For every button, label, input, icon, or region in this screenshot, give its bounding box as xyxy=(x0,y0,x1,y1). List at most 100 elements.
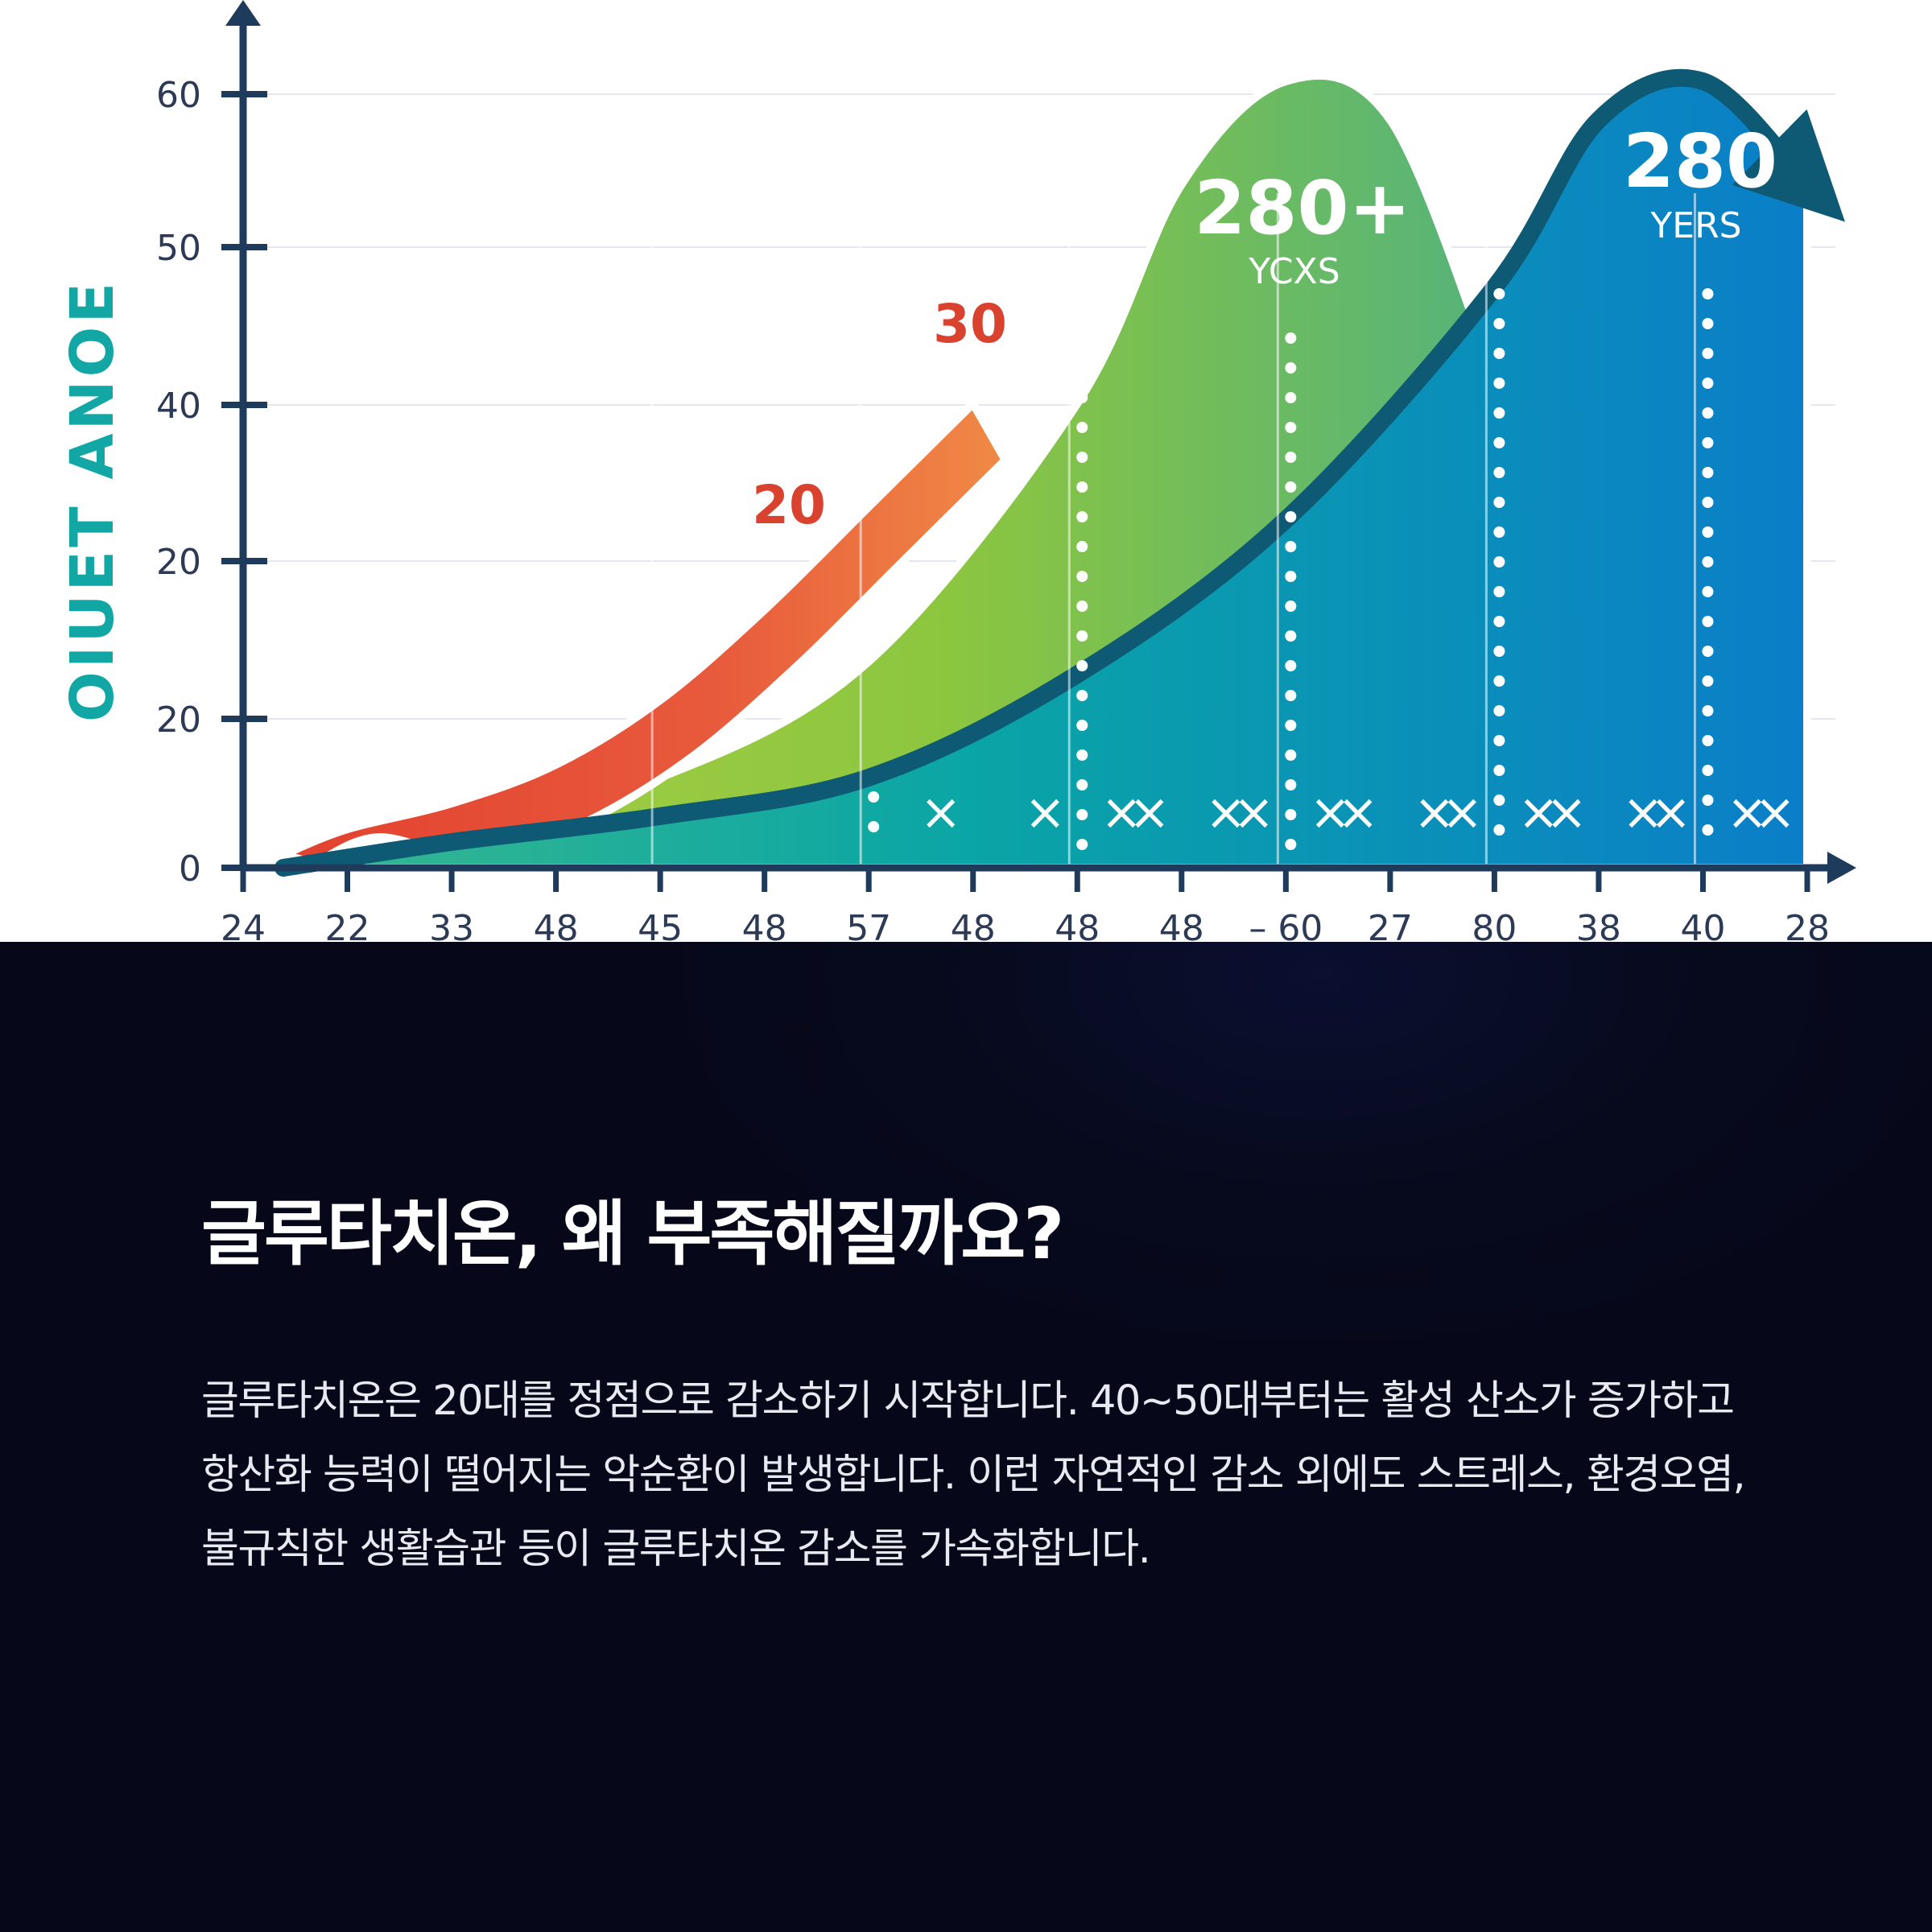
x-tick-label: 33 xyxy=(429,908,474,942)
dot-marker xyxy=(1285,630,1297,642)
x-marker: × xyxy=(1546,782,1587,841)
x-tick-label: 57 xyxy=(846,908,891,942)
dot-marker xyxy=(1076,332,1088,344)
y-tick-label: 60 xyxy=(156,75,201,116)
dot-marker xyxy=(1702,795,1714,806)
dot-marker xyxy=(1285,660,1297,671)
dot-marker xyxy=(1702,705,1714,716)
dot-marker xyxy=(1702,735,1714,746)
dot-marker xyxy=(1076,720,1088,731)
dot-marker xyxy=(1076,839,1088,850)
y-tick-label: 40 xyxy=(156,386,201,427)
dot-marker xyxy=(1076,362,1088,374)
x-marker: × xyxy=(1831,782,1872,841)
dot-marker xyxy=(1493,705,1505,716)
dot-marker xyxy=(1702,497,1714,508)
dot-marker xyxy=(1076,571,1088,582)
x-tick-label: – 60 xyxy=(1249,908,1323,942)
dot-marker xyxy=(1285,720,1297,731)
dot-marker xyxy=(1285,809,1297,820)
dot-marker xyxy=(1285,362,1297,374)
dot-marker xyxy=(1493,556,1505,568)
dot-marker xyxy=(1076,779,1088,791)
y-tick-label: 0 xyxy=(179,848,201,890)
x-marker: × xyxy=(1309,782,1351,841)
y-axis-label: OIUET ANOE xyxy=(58,279,127,722)
body-paragraph: 글루타치온은 20대를 정점으로 감소하기 시작합니다. 40~50대부터는 활… xyxy=(201,1377,1746,1573)
x-marker: × xyxy=(1726,782,1768,841)
dot-marker xyxy=(1702,616,1714,627)
dot-marker xyxy=(1493,318,1505,329)
dot-marker xyxy=(1702,318,1714,329)
dot-marker xyxy=(1493,378,1505,389)
x-marker: × xyxy=(1649,782,1691,841)
dot-marker xyxy=(1076,511,1088,522)
dot-marker xyxy=(1493,348,1505,359)
dot-marker xyxy=(1493,675,1505,687)
dot-marker xyxy=(1076,809,1088,820)
dot-marker xyxy=(1285,392,1297,403)
dot-marker xyxy=(1285,601,1297,612)
dot-marker xyxy=(1702,467,1714,478)
dot-marker xyxy=(1285,332,1297,344)
dot-marker xyxy=(1076,481,1088,493)
dot-marker xyxy=(868,821,880,832)
dot-marker xyxy=(1076,541,1088,552)
dot-marker xyxy=(1493,735,1505,746)
dot-marker xyxy=(1076,601,1088,612)
dot-marker xyxy=(1493,497,1505,508)
x-marker: × xyxy=(1100,782,1142,841)
y-tick-label: 50 xyxy=(156,228,201,269)
x-tick-label: 48 xyxy=(1055,908,1100,942)
x-tick-label: 22 xyxy=(325,908,370,942)
dot-marker xyxy=(868,791,880,803)
x-tick-label: 48 xyxy=(951,908,996,942)
x-marker: × xyxy=(1129,782,1170,841)
x-marker: × xyxy=(1024,782,1066,841)
x-marker: × xyxy=(1441,782,1483,841)
text-panel: 글루타치온, 왜 부족해질까요? 글루타치온은 20대를 정점으로 감소하기 시… xyxy=(0,942,1932,1932)
y-tick-label: 20 xyxy=(156,542,201,583)
dot-marker xyxy=(1493,407,1505,419)
dot-marker xyxy=(1702,378,1714,389)
x-tick-label: 40 xyxy=(1680,908,1725,942)
dot-marker xyxy=(1076,452,1088,463)
dot-marker xyxy=(1493,646,1505,657)
dot-marker xyxy=(1493,467,1505,478)
dot-marker xyxy=(1076,392,1088,403)
teal-trend-arrow xyxy=(275,68,1845,877)
x-tick-label: 38 xyxy=(1576,908,1621,942)
dot-marker xyxy=(1076,690,1088,701)
annotation-label: 280 xyxy=(1623,118,1777,204)
dot-marker xyxy=(1285,839,1297,850)
dot-marker xyxy=(1493,586,1505,597)
x-tick-label: 48 xyxy=(534,908,579,942)
x-tick-label: 27 xyxy=(1368,908,1413,942)
dot-marker xyxy=(1285,541,1297,552)
x-marker: × xyxy=(1517,782,1559,841)
x-marker: × xyxy=(1337,782,1379,841)
dot-marker xyxy=(1285,571,1297,582)
x-marker: × xyxy=(1205,782,1247,841)
y-tick-label: 20 xyxy=(156,700,201,741)
y-axis-arrow xyxy=(225,0,261,26)
dot-marker xyxy=(1493,616,1505,627)
dot-marker xyxy=(1285,481,1297,493)
x-tick-label: 48 xyxy=(1159,908,1204,942)
annotation-label: 30 xyxy=(933,293,1007,355)
annotation-sublabel: YERS xyxy=(1649,205,1741,246)
dot-marker xyxy=(1702,348,1714,359)
dot-marker xyxy=(1702,407,1714,419)
dot-marker xyxy=(1493,765,1505,776)
x-marker: × xyxy=(1754,782,1796,841)
x-tick-label: 24 xyxy=(221,908,266,942)
dot-marker xyxy=(1702,526,1714,538)
dot-marker xyxy=(1285,749,1297,761)
dot-marker xyxy=(1702,586,1714,597)
dot-marker xyxy=(1285,690,1297,701)
dot-marker xyxy=(1702,646,1714,657)
dot-marker xyxy=(1285,452,1297,463)
section-heading: 글루타치온, 왜 부족해질까요? xyxy=(201,1192,1064,1275)
x-axis-arrow xyxy=(1827,852,1856,884)
